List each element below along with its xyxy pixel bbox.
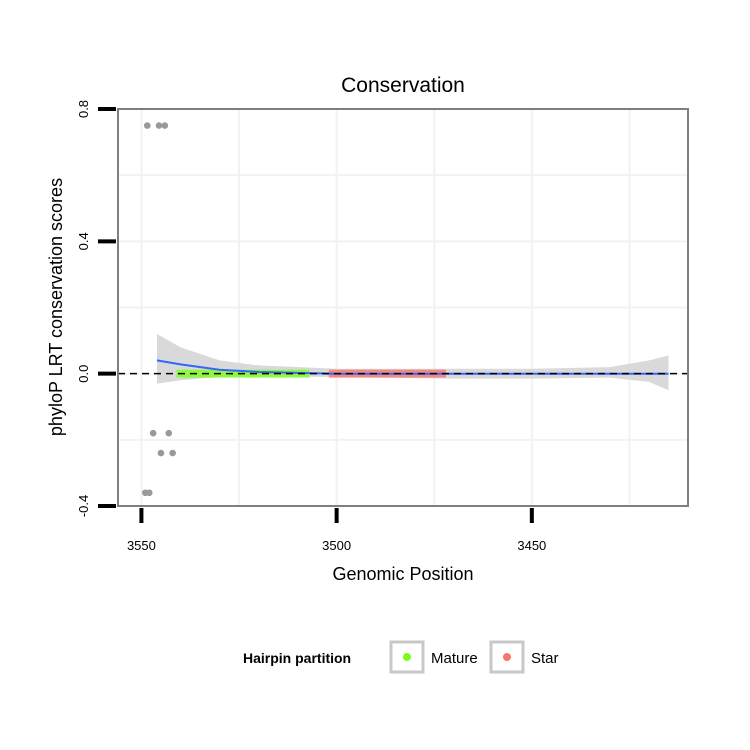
legend-title: Hairpin partition: [243, 650, 351, 666]
data-point: [155, 122, 163, 129]
plot-panel: [117, 108, 689, 507]
y-tick-label: 0.8: [76, 100, 91, 118]
y-axis-label: phyloP LRT conservation scores: [46, 178, 66, 436]
legend-key-star: [503, 653, 511, 661]
x-tick-label: 3500: [322, 538, 351, 553]
legend: Hairpin partition Mature Star: [243, 640, 559, 674]
y-tick-label: 0.0: [76, 365, 91, 383]
panel-border: [117, 108, 689, 507]
data-point: [149, 429, 157, 437]
chart-title: Conservation: [341, 74, 465, 97]
legend-label-mature: Mature: [431, 650, 478, 667]
x-tick-label: 3550: [127, 538, 156, 553]
legend-key-mature: [403, 653, 411, 661]
data-point: [145, 489, 153, 497]
data-point: [165, 429, 173, 437]
data-point: [161, 122, 169, 129]
legend-key-box: [389, 640, 425, 674]
data-point: [157, 449, 165, 457]
y-tick-label: 0.4: [76, 232, 91, 250]
legend-label-star: Star: [531, 650, 559, 667]
data-point: [143, 122, 151, 129]
x-axis-label: Genomic Position: [332, 564, 473, 584]
data-point: [169, 449, 176, 457]
y-tick-label: -0.4: [76, 495, 91, 517]
x-tick-label: 3450: [517, 538, 546, 553]
